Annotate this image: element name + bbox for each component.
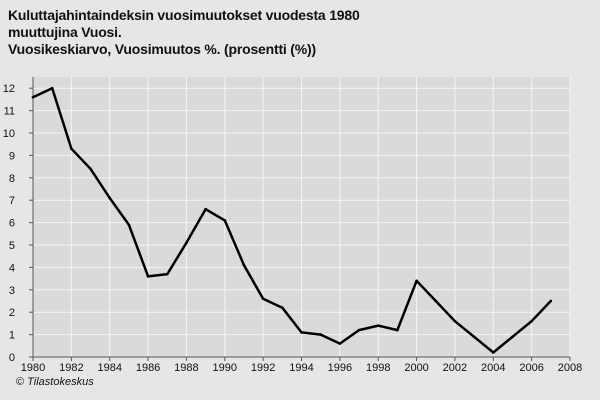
data-point <box>319 333 322 336</box>
data-point <box>453 319 457 323</box>
data-point <box>165 272 169 276</box>
chart-title-line-1: Kuluttajahintaindeksin vuosimuutokset vu… <box>8 7 360 23</box>
data-point <box>491 351 495 354</box>
x-tick-label: 2004 <box>481 362 505 374</box>
data-point <box>300 331 303 334</box>
y-tick-label: 12 <box>3 83 15 95</box>
y-tick-label: 1 <box>9 330 15 342</box>
gridlines <box>33 77 571 357</box>
data-point <box>549 299 553 303</box>
x-tick-label: 1992 <box>251 362 275 374</box>
data-point <box>338 342 342 345</box>
x-tick-label: 1998 <box>366 362 390 374</box>
series-group <box>31 86 553 354</box>
x-tick-label: 2002 <box>443 362 467 374</box>
data-point <box>472 335 476 339</box>
y-tick-label: 7 <box>9 195 15 207</box>
x-tick-label: 2000 <box>404 362 428 374</box>
data-point <box>204 207 207 211</box>
x-tick-label: 1994 <box>289 362 313 374</box>
source-credit-text: Tilastokeskus <box>27 376 94 388</box>
data-point <box>50 86 54 90</box>
data-point <box>434 299 438 303</box>
data-point <box>31 95 35 99</box>
copyright-symbol: © <box>16 376 25 388</box>
data-point <box>146 275 150 278</box>
data-point <box>530 319 533 323</box>
data-point <box>108 196 112 200</box>
data-point <box>223 219 227 222</box>
x-tick-label: 2008 <box>558 362 582 374</box>
data-point <box>89 167 92 171</box>
x-tick-label: 1986 <box>136 362 160 374</box>
data-point <box>357 328 361 332</box>
data-point <box>70 147 73 150</box>
chart-title-line-3: Vuosikeskiarvo, Vuosimuutos %. (prosentt… <box>8 41 316 57</box>
x-tick-label: 1988 <box>174 362 198 374</box>
y-tick-label: 11 <box>4 106 15 118</box>
y-tick-label: 10 <box>3 128 15 140</box>
data-point <box>415 279 418 283</box>
data-point <box>511 335 514 339</box>
y-tick-label: 4 <box>9 262 15 274</box>
x-tick-label: 2006 <box>519 362 543 374</box>
y-tick-label: 5 <box>9 240 15 252</box>
data-point <box>396 328 399 332</box>
data-point <box>281 306 284 310</box>
series-line <box>31 86 553 354</box>
data-point <box>127 223 131 227</box>
data-point <box>376 324 380 327</box>
x-axis-ticks: 1980 1982 1984 1986 1988 1990 1992 1994 1996 1998… <box>21 357 582 374</box>
y-tick-label: 0 <box>9 352 15 364</box>
data-point <box>242 263 246 267</box>
x-tick-label: 1990 <box>213 362 237 374</box>
x-tick-label: 1984 <box>97 362 121 374</box>
y-tick-label: 2 <box>9 307 15 319</box>
chart-title-line-2: muuttujina Vuosi. <box>8 24 122 40</box>
y-tick-label: 6 <box>9 218 15 230</box>
y-tick-label: 9 <box>9 150 15 162</box>
x-tick-label: 1996 <box>328 362 352 374</box>
x-tick-label: 1980 <box>21 362 45 374</box>
y-tick-label: 8 <box>9 173 15 185</box>
data-point <box>261 297 265 301</box>
x-tick-label: 1982 <box>59 362 83 374</box>
source-credit: © Tilastokeskus <box>16 376 94 388</box>
y-tick-label: 3 <box>9 285 15 297</box>
data-point <box>185 241 188 245</box>
chart-title: Kuluttajahintaindeksin vuosimuutokset vu… <box>8 7 360 58</box>
